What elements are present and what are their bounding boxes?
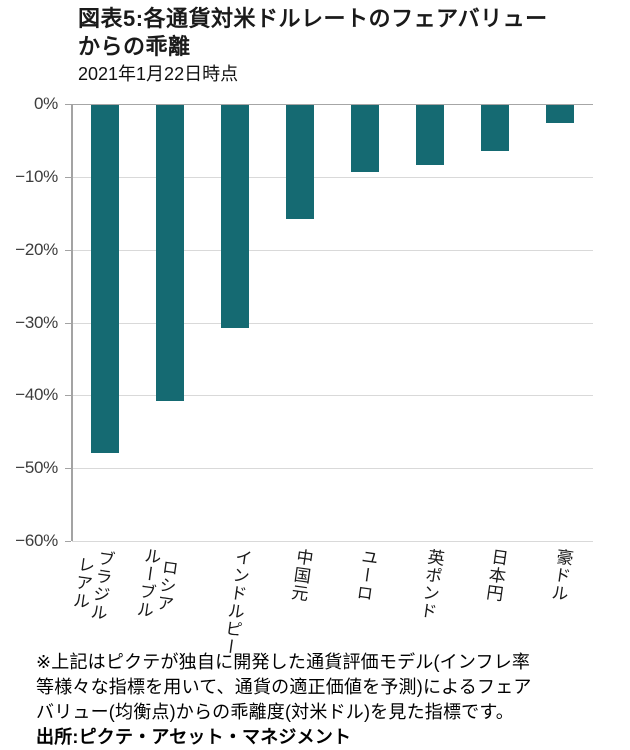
bar-豪ドル xyxy=(546,105,574,123)
y-axis-label: −40% xyxy=(15,385,58,405)
chart-header: 図表5:各通貨対米ドルレートのフェアバリュー からの乖離 2021年1月22日時点 xyxy=(78,5,548,85)
gridline xyxy=(72,468,593,470)
y-axis-label: −20% xyxy=(15,239,58,259)
bar-ブラジルレアル xyxy=(91,105,119,453)
gridline xyxy=(72,249,593,251)
y-axis-tick xyxy=(65,395,71,397)
y-axis-label: −50% xyxy=(15,458,58,478)
y-axis-label: 0% xyxy=(34,94,58,113)
gridline xyxy=(72,322,593,324)
bar-インドルピー xyxy=(221,105,249,328)
footnote-line-1: ※上記はピクテが独自に開発した通貨評価モデル(インフレ率 xyxy=(36,652,531,672)
chart-title: 図表5:各通貨対米ドルレートのフェアバリュー からの乖離 xyxy=(78,5,548,61)
gridline xyxy=(72,541,593,542)
x-axis-label-column: 豪ドル xyxy=(547,547,574,604)
gridline xyxy=(72,176,593,178)
source-line: 出所:ピクテ・アセット・マネジメント xyxy=(36,727,352,747)
y-axis-tick xyxy=(65,541,71,542)
footnote: ※上記はピクテが独自に開発した通貨評価モデル(インフレ率 等様々な指標を用いて、… xyxy=(36,650,532,750)
y-axis-label: −10% xyxy=(15,166,58,186)
y-axis-label: −30% xyxy=(15,312,58,332)
chart-title-line2: からの乖離 xyxy=(78,34,191,59)
deviation-bar-chart: 0% −10% −20% −30% −40% −50% −60% ブラジル レアル ロシア ルーブル… xyxy=(0,95,630,704)
y-axis-tick xyxy=(65,176,71,178)
chart-title-line1: 図表5:各通貨対米ドルレートのフェアバリュー xyxy=(78,6,548,31)
x-axis-label-column: インドルピー xyxy=(218,547,253,657)
footnote-line-3: バリュー(均衡点)からの乖離度(対米ドル)を見た指標です。 xyxy=(36,702,514,722)
bar-日本円 xyxy=(481,105,509,151)
y-axis-label: −60% xyxy=(15,531,58,550)
x-axis-label-column: ユーロ xyxy=(352,547,379,604)
y-axis-line xyxy=(71,104,73,541)
chart-subtitle: 2021年1月22日時点 xyxy=(78,64,239,84)
bar-ロシアルーブル xyxy=(156,105,184,401)
footnote-line-2: 等様々な指標を用いて、通貨の適正価値を予測)によるフェア xyxy=(36,677,532,697)
x-axis-label-column: 中国元 xyxy=(287,547,314,604)
bar-英ポンド xyxy=(416,105,444,165)
y-axis-tick xyxy=(65,322,71,324)
x-axis-label-column: 日本円 xyxy=(482,547,509,604)
zero-gridline xyxy=(72,104,593,105)
y-axis-tick xyxy=(65,249,71,251)
bar-中国元 xyxy=(286,105,314,219)
x-axis-label-column: 英ポンド xyxy=(416,547,445,622)
bar-ユーロ xyxy=(351,105,379,172)
gridline xyxy=(72,395,593,397)
y-axis-tick xyxy=(65,104,71,105)
y-axis-tick xyxy=(65,468,71,470)
